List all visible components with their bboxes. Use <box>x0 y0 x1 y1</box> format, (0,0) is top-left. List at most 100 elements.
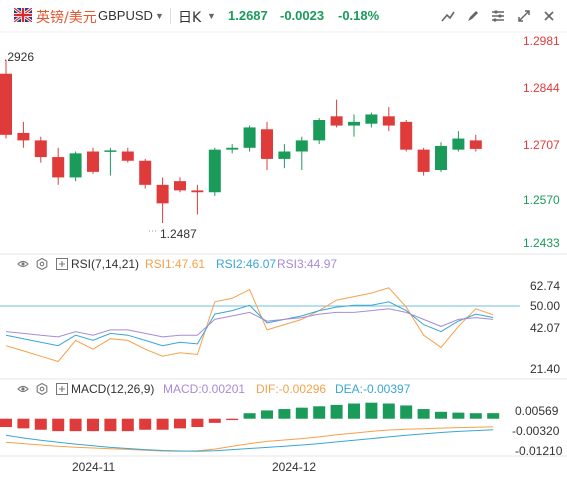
macd-histogram-bar <box>261 410 273 419</box>
rsi-axis-label: 42.07 <box>530 321 560 335</box>
last-price: 1.2687 <box>228 8 268 23</box>
macd-histogram-bar <box>87 418 99 432</box>
pair-name-cn[interactable]: 英镑/美元 <box>36 10 97 26</box>
macd-histogram-bar <box>52 418 65 432</box>
macd-histogram-bar <box>17 418 30 429</box>
candle-body <box>121 151 134 161</box>
price-change-pct: -0.18% <box>338 8 380 23</box>
settings-gear-icon[interactable] <box>36 258 48 270</box>
candle-body <box>435 145 447 171</box>
eye-icon[interactable] <box>17 258 29 270</box>
candle-body <box>0 73 12 135</box>
macd-histogram-bar <box>69 418 82 432</box>
pair-symbol[interactable]: GBPUSD <box>98 8 153 23</box>
macd-histogram-bar <box>139 418 152 430</box>
rsi-lines <box>5 287 494 363</box>
candle-body <box>348 121 360 126</box>
candle-body <box>469 140 482 149</box>
macd-histogram-bar <box>156 418 169 430</box>
candle-body <box>191 190 204 193</box>
rsi-axis-label: 21.40 <box>530 362 560 376</box>
macd-histogram-bar <box>487 413 500 419</box>
symbol-dropdown-icon[interactable]: ▼ <box>155 11 164 21</box>
macd-histogram-bar <box>174 418 186 429</box>
price-axis-label: 1.2433 <box>523 236 560 250</box>
dif-value: DIF:-0.00296 <box>256 382 327 396</box>
candle-body <box>69 153 82 178</box>
candle-body <box>417 149 430 172</box>
macd-axis-label: -0.00320 <box>512 424 560 438</box>
low-price-label: 1.2487 <box>160 227 197 241</box>
macd-value: MACD:0.00201 <box>163 382 246 396</box>
high-price-label: .2926 <box>4 50 34 64</box>
price-axis-label: 1.2981 <box>523 34 560 48</box>
macd-histogram-bar <box>313 406 326 419</box>
candle-body <box>365 114 378 124</box>
macd-histogram-bar <box>469 413 482 419</box>
rsi2-value: RSI2:46.07 <box>216 257 277 271</box>
draw-icon[interactable] <box>464 7 482 25</box>
dea-line <box>5 429 494 452</box>
candle-body <box>382 116 395 126</box>
candle-body <box>17 132 30 141</box>
macd-axis-label: -0.01210 <box>515 444 563 458</box>
macd-histogram-bar <box>0 418 12 427</box>
dea-value: DEA:-0.00397 <box>335 382 411 396</box>
macd-axis-label: 0.00569 <box>515 404 559 418</box>
settings-icon[interactable] <box>489 7 507 25</box>
period-dropdown-icon[interactable]: ▼ <box>207 11 216 21</box>
rsi3-value: RSI3:44.97 <box>277 257 338 271</box>
candle-body <box>330 116 343 126</box>
candle-body <box>278 151 291 159</box>
macd-histogram-bar <box>435 411 447 419</box>
rsi-title: RSI(7,14,21) <box>71 257 140 271</box>
expand-icon[interactable] <box>56 383 68 395</box>
candle-body <box>295 140 308 152</box>
macd-series <box>0 402 500 452</box>
macd-histogram-bar <box>278 409 291 419</box>
macd-title: MACD(12,26,9) <box>71 382 155 396</box>
rsi-line-rsi2 <box>5 301 494 347</box>
candle-body <box>261 129 273 159</box>
macd-histogram-bar <box>330 404 343 419</box>
fullscreen-icon[interactable] <box>515 7 533 25</box>
date-label: 2024-12 <box>272 460 316 474</box>
price-axis-label: 1.2707 <box>523 138 560 152</box>
indicator-icon[interactable] <box>439 7 457 25</box>
expand-icon[interactable] <box>56 258 68 270</box>
macd-histogram-bar <box>208 418 221 423</box>
macd-histogram-bar <box>226 418 239 421</box>
macd-histogram-bar <box>295 407 308 419</box>
candle-body <box>174 181 186 191</box>
candle-body <box>52 157 65 178</box>
rsi1-value: RSI1:47.61 <box>145 257 206 271</box>
price-axis-label: 1.2570 <box>523 193 560 207</box>
price-change: -0.0023 <box>280 8 325 23</box>
macd-histogram-bar <box>452 412 465 419</box>
rsi-axis-label: 62.74 <box>530 279 560 293</box>
macd-histogram-bar <box>121 418 134 432</box>
macd-histogram-bar <box>191 418 204 427</box>
candle-body <box>156 184 169 204</box>
candle-body <box>208 149 221 193</box>
close-icon[interactable] <box>540 7 558 25</box>
candlestick-series <box>0 60 482 223</box>
rsi-line-rsi1 <box>5 287 494 363</box>
date-label: 2024-11 <box>72 460 115 474</box>
dif-line <box>5 426 494 452</box>
macd-histogram-bar <box>400 405 413 419</box>
settings-gear-icon[interactable] <box>36 383 48 395</box>
uk-flag-icon <box>14 8 32 22</box>
eye-icon[interactable] <box>17 383 29 395</box>
divider <box>170 8 171 24</box>
price-axis-label: 1.2844 <box>523 81 560 95</box>
period-selector[interactable]: 日K <box>178 10 202 26</box>
macd-histogram-bar <box>348 403 360 419</box>
macd-histogram-bar <box>365 402 378 419</box>
candle-body <box>452 138 465 150</box>
macd-histogram-bar <box>34 418 47 430</box>
macd-histogram-bar <box>382 403 395 419</box>
rsi-axis-label: 50.00 <box>530 299 560 313</box>
candle-body <box>139 160 152 185</box>
